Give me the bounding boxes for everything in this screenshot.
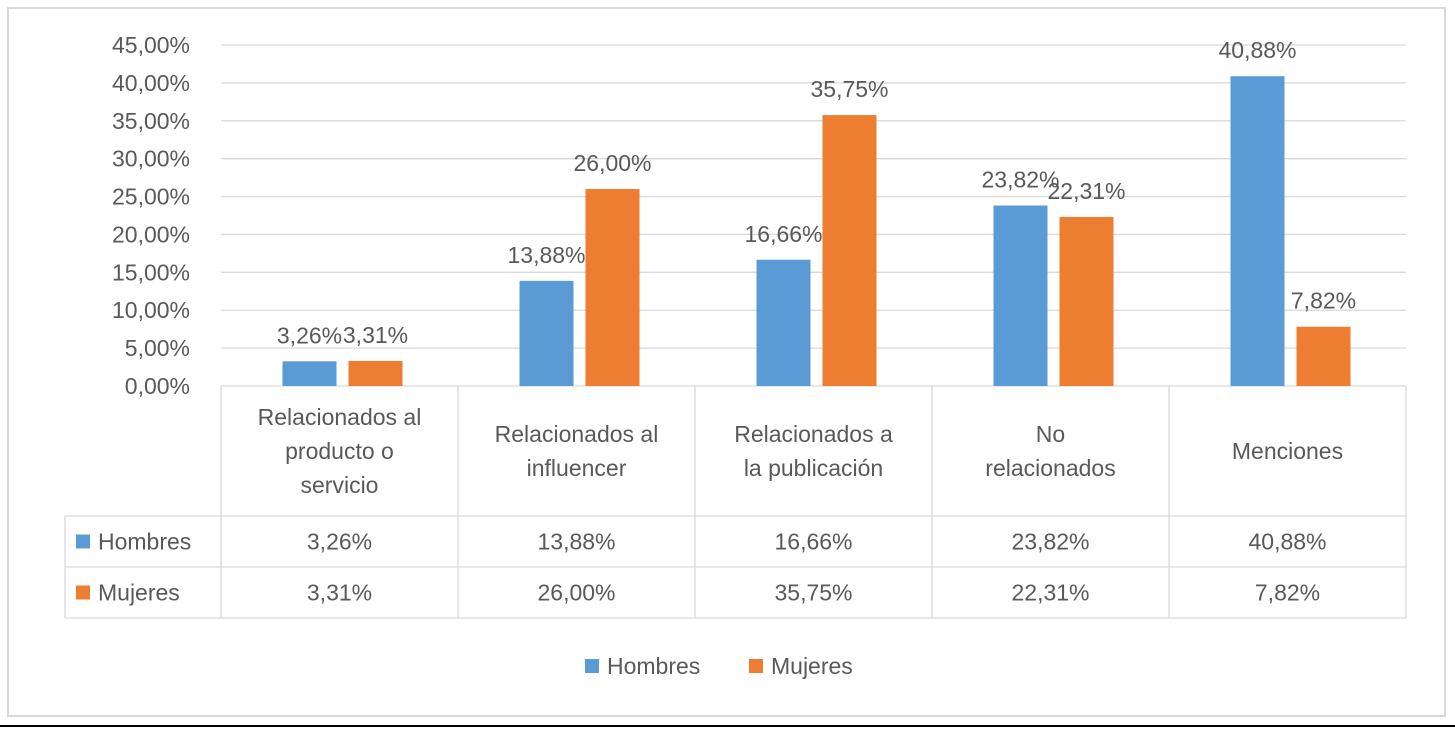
bars: [282, 76, 1351, 386]
bar-hombres: [756, 259, 811, 386]
y-axis: 0,00% 5,00% 10,00% 15,00% 20,00% 25,00% 30,00%…: [112, 32, 190, 399]
data-label: 13,88%: [507, 242, 585, 268]
table-cell-value: 26,00%: [537, 580, 615, 606]
bar-hombres: [993, 205, 1048, 386]
data-label: 7,82%: [1291, 288, 1356, 314]
table-cell-value: 40,88%: [1248, 529, 1326, 555]
table-series-name: Mujeres: [98, 580, 180, 606]
data-label: 35,75%: [810, 76, 888, 102]
table-cell-value: 16,66%: [774, 529, 852, 555]
table-series-key-mujeres: [76, 585, 90, 600]
gridlines: [221, 44, 1406, 387]
y-tick-label: 20,00%: [112, 221, 190, 247]
table-series-key-hombres: [76, 534, 90, 549]
data-label: 26,00%: [573, 150, 651, 176]
bar-mujeres: [585, 188, 640, 386]
legend-label: Hombres: [607, 653, 700, 679]
table-cell-value: 13,88%: [537, 529, 615, 555]
bar-hombres: [1230, 76, 1285, 386]
data-label: 16,66%: [744, 221, 822, 247]
legend-label: Mujeres: [771, 653, 853, 679]
y-tick-label: 25,00%: [112, 184, 190, 210]
data-label: 23,82%: [981, 166, 1059, 192]
category-label: Relacionados a la publicación: [734, 421, 893, 481]
category-label: No relacionados: [985, 421, 1115, 481]
y-tick-label: 15,00%: [112, 259, 190, 285]
bar-mujeres: [1059, 216, 1114, 386]
category-label: Relacionados al influencer: [495, 421, 659, 481]
table-cell-value: 35,75%: [774, 580, 852, 606]
legend-key-mujeres: [749, 659, 763, 673]
table-cell-value: 3,26%: [307, 529, 372, 555]
data-table: Relacionados al producto o servicio Relacio…: [64, 386, 1407, 619]
data-label: 3,31%: [343, 322, 408, 348]
legend: Hombres Mujeres: [585, 653, 853, 679]
bar-hombres: [519, 280, 574, 386]
data-label: 22,31%: [1047, 178, 1125, 204]
bar-mujeres: [348, 360, 403, 386]
bar-hombres: [282, 361, 337, 386]
data-label: 40,88%: [1218, 37, 1296, 63]
data-label: 3,26%: [277, 322, 342, 348]
table-cell-value: 23,82%: [1011, 529, 1089, 555]
page-border-line: [0, 725, 1455, 727]
table-series-name: Hombres: [98, 529, 191, 555]
table-cell-value: 22,31%: [1011, 580, 1089, 606]
y-tick-label: 0,00%: [125, 373, 190, 399]
table-cell-value: 7,82%: [1255, 580, 1320, 606]
chart-frame: [7, 7, 1446, 717]
table-cell-value: 3,31%: [307, 580, 372, 606]
y-tick-label: 5,00%: [125, 335, 190, 361]
category-label: Relacionados al producto o servicio: [258, 404, 422, 498]
y-tick-label: 30,00%: [112, 146, 190, 172]
category-label: Menciones: [1232, 438, 1343, 464]
y-tick-label: 40,00%: [112, 70, 190, 96]
y-tick-label: 10,00%: [112, 297, 190, 323]
legend-key-hombres: [585, 659, 599, 673]
y-tick-label: 35,00%: [112, 108, 190, 134]
data-labels: 3,26% 13,88% 16,66% 23,82% 40,88% 3,31% 26,00%…: [277, 37, 1356, 348]
bar-mujeres: [1296, 326, 1351, 386]
y-tick-label: 45,00%: [112, 32, 190, 58]
bar-mujeres: [822, 115, 877, 386]
